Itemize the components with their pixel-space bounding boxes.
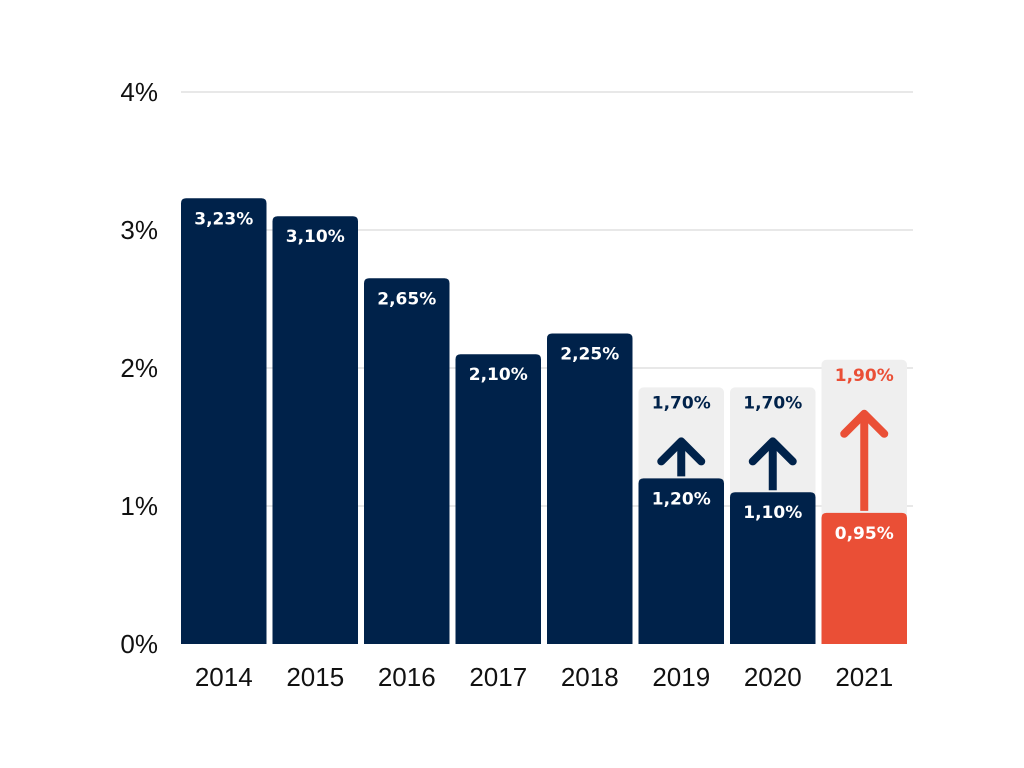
target-label-2019: 1,70%	[652, 393, 711, 413]
x-tick-label-2020: 2020	[744, 662, 802, 692]
x-tick-label-2018: 2018	[561, 662, 619, 692]
y-tick-label: 3%	[120, 215, 158, 245]
value-label-2015: 3,10%	[286, 227, 345, 247]
value-label-2017: 2,10%	[469, 365, 528, 385]
value-label-2016: 2,65%	[377, 289, 436, 309]
data-labels: 3,23% 3,10% 2,65% 2,10% 2,25% 1,20% 1,70% 1,10%…	[194, 209, 893, 544]
bar-2021	[821, 512, 907, 644]
value-label-2020: 1,10%	[743, 503, 802, 523]
bars	[181, 198, 907, 644]
value-label-2018: 2,25%	[560, 345, 619, 365]
x-tick-label-2014: 2014	[195, 662, 253, 692]
arrow-head-2019	[657, 437, 706, 466]
y-tick-label: 1%	[120, 491, 158, 521]
y-tick-label: 2%	[120, 353, 158, 383]
bar-2019	[638, 478, 724, 644]
x-axis: 2014 2015 2016 2017 2018 2019 2020 2021	[195, 662, 893, 692]
y-axis: 0% 1% 2% 3% 4%	[120, 77, 158, 659]
value-label-2019: 1,20%	[652, 489, 711, 509]
x-tick-label-2016: 2016	[378, 662, 436, 692]
arrow-head-2020	[748, 437, 797, 466]
arrow-head-2021	[840, 409, 889, 438]
bar-2017	[455, 354, 541, 644]
x-tick-label-2021: 2021	[835, 662, 893, 692]
bar-2020	[730, 492, 816, 644]
y-tick-label: 4%	[120, 77, 158, 107]
bar-2014	[181, 198, 267, 644]
x-tick-label-2015: 2015	[286, 662, 344, 692]
value-label-2014: 3,23%	[194, 209, 253, 229]
x-tick-label-2019: 2019	[652, 662, 710, 692]
bar-2015	[272, 216, 358, 644]
target-label-2021: 1,90%	[835, 366, 894, 386]
y-tick-label: 0%	[120, 629, 158, 659]
target-label-2020: 1,70%	[743, 393, 802, 413]
x-tick-label-2017: 2017	[469, 662, 527, 692]
value-label-2021: 0,95%	[835, 524, 894, 544]
bar-2018	[547, 333, 633, 644]
bar-2016	[364, 278, 450, 644]
